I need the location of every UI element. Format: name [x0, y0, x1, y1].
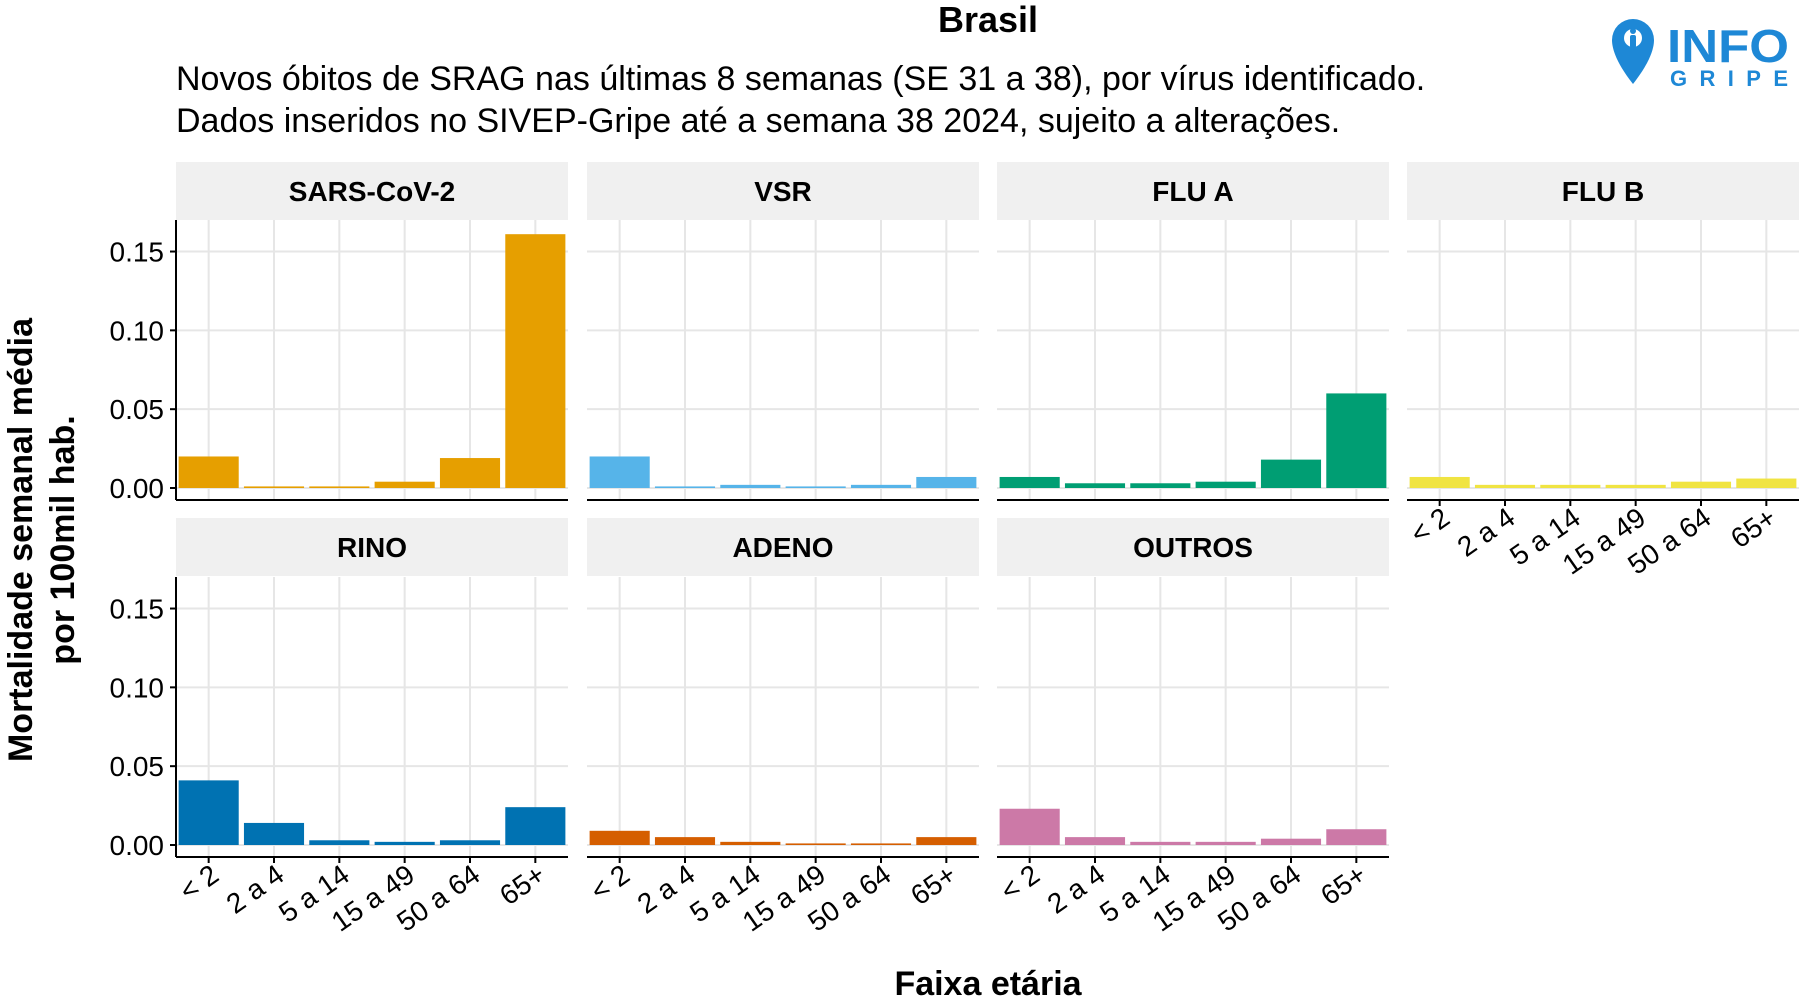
map-pin-icon	[1612, 19, 1654, 84]
x-tick-label: 65+	[1725, 502, 1782, 555]
bar-adeno-2	[589, 830, 650, 845]
bar-vsr-65	[916, 476, 977, 488]
facet-vsr: VSR	[587, 162, 979, 501]
x-tick-label: < 2	[1405, 502, 1455, 550]
bar-flu-b-2-a-4	[1474, 484, 1536, 488]
bar-adeno-2-a-4	[654, 837, 716, 845]
x-tick-label: 65+	[1315, 859, 1372, 912]
x-axis-title: Faixa etária	[894, 965, 1082, 1000]
chart-title: Brasil	[938, 0, 1038, 40]
bar-flu-a-5-a-14	[1130, 483, 1191, 488]
bar-sars-cov-2-50-a-64	[439, 458, 501, 488]
bar-flu-b-15-a-49	[1605, 484, 1666, 488]
facet-panels: SARS-CoV-2 0.00 0.05 0.10 0.15 VSR FLU A FLU B <…	[110, 162, 1799, 937]
chart-subtitle-line-1: Novos óbitos de SRAG nas últimas 8 seman…	[176, 60, 1425, 98]
bar-flu-a-50-a-64	[1260, 459, 1322, 488]
x-tick-label: < 2	[995, 859, 1045, 907]
facet-strip	[587, 518, 979, 576]
facet-sars-cov-2: SARS-CoV-2 0.00 0.05 0.10 0.15	[110, 162, 568, 504]
y-tick-label: 0.05	[110, 394, 165, 425]
bar-sars-cov-2-2-a-4	[243, 486, 305, 488]
x-tick-label: < 2	[174, 859, 224, 907]
y-tick-label: 0.15	[110, 594, 165, 625]
facet-strip	[997, 162, 1389, 220]
x-tick-label: 65+	[905, 859, 962, 912]
bar-outros-65	[1326, 829, 1387, 845]
facet-strip	[176, 162, 568, 220]
facet-flu-a: FLU A	[997, 162, 1389, 501]
facet-label-vsr: VSR	[754, 176, 812, 207]
x-tick-label: 65+	[494, 859, 551, 912]
bar-adeno-65	[916, 837, 977, 845]
bar-flu-a-2	[999, 476, 1060, 488]
bar-flu-b-65	[1736, 478, 1797, 488]
chart-subtitle-line-2: Dados inseridos no SIVEP-Gripe até a sem…	[176, 102, 1340, 140]
facet-strip	[176, 518, 568, 576]
x-tick-label: < 2	[585, 859, 635, 907]
bar-rino-15-a-49	[374, 841, 435, 845]
facet-label-outros: OUTROS	[1133, 532, 1253, 563]
bar-adeno-15-a-49	[785, 843, 846, 845]
bar-flu-b-5-a-14	[1540, 484, 1601, 488]
y-axis-title-line-2: por 100mil hab.	[44, 415, 82, 664]
facet-label-rino: RINO	[337, 532, 407, 563]
facet-label-flu-a: FLU A	[1152, 176, 1233, 207]
bar-adeno-50-a-64	[850, 843, 912, 845]
bar-outros-2	[999, 808, 1060, 845]
bar-outros-2-a-4	[1064, 837, 1126, 845]
bar-flu-b-50-a-64	[1670, 481, 1732, 488]
bar-rino-50-a-64	[439, 840, 501, 845]
y-tick-label: 0.05	[110, 751, 165, 782]
facet-label-flu-b: FLU B	[1562, 176, 1644, 207]
bar-flu-a-2-a-4	[1064, 483, 1126, 488]
header: Brasil Novos óbitos de SRAG nas últimas …	[176, 0, 1425, 140]
axis-titles: Faixa etária Mortalidade semanal média p…	[2, 317, 1083, 1000]
bar-sars-cov-2-2	[178, 456, 239, 488]
bar-vsr-50-a-64	[850, 484, 912, 488]
bar-sars-cov-2-65	[505, 234, 566, 488]
y-tick-label: 0.10	[110, 315, 165, 346]
y-tick-label: 0.00	[110, 830, 165, 861]
bar-rino-2-a-4	[243, 822, 305, 845]
bar-sars-cov-2-5-a-14	[309, 486, 370, 488]
facet-strip	[997, 518, 1389, 576]
bar-rino-5-a-14	[309, 840, 370, 845]
bar-adeno-5-a-14	[720, 841, 781, 845]
bar-outros-15-a-49	[1195, 841, 1256, 845]
facet-strip	[587, 162, 979, 220]
bar-rino-65	[505, 807, 566, 845]
infogripe-logo: INFO GRIPE	[1612, 19, 1789, 91]
logo-text-info: INFO	[1667, 20, 1789, 72]
bar-flu-a-15-a-49	[1195, 481, 1256, 488]
bar-sars-cov-2-15-a-49	[374, 481, 435, 488]
bar-vsr-15-a-49	[785, 486, 846, 488]
y-tick-label: 0.00	[110, 473, 165, 504]
bar-flu-a-65	[1326, 393, 1387, 488]
bar-vsr-2	[589, 456, 650, 488]
y-tick-label: 0.10	[110, 672, 165, 703]
bar-vsr-2-a-4	[654, 486, 716, 488]
facet-label-adeno: ADENO	[732, 532, 833, 563]
facet-strip	[1407, 162, 1799, 220]
facet-label-sars-cov-2: SARS-CoV-2	[289, 176, 455, 207]
y-axis-title-line-1: Mortalidade semanal média	[2, 317, 40, 762]
bar-outros-5-a-14	[1130, 841, 1191, 845]
bar-outros-50-a-64	[1260, 838, 1322, 845]
bar-flu-b-2	[1409, 476, 1470, 488]
bar-rino-2	[178, 780, 239, 845]
bar-vsr-5-a-14	[720, 484, 781, 488]
y-tick-label: 0.15	[110, 237, 165, 268]
